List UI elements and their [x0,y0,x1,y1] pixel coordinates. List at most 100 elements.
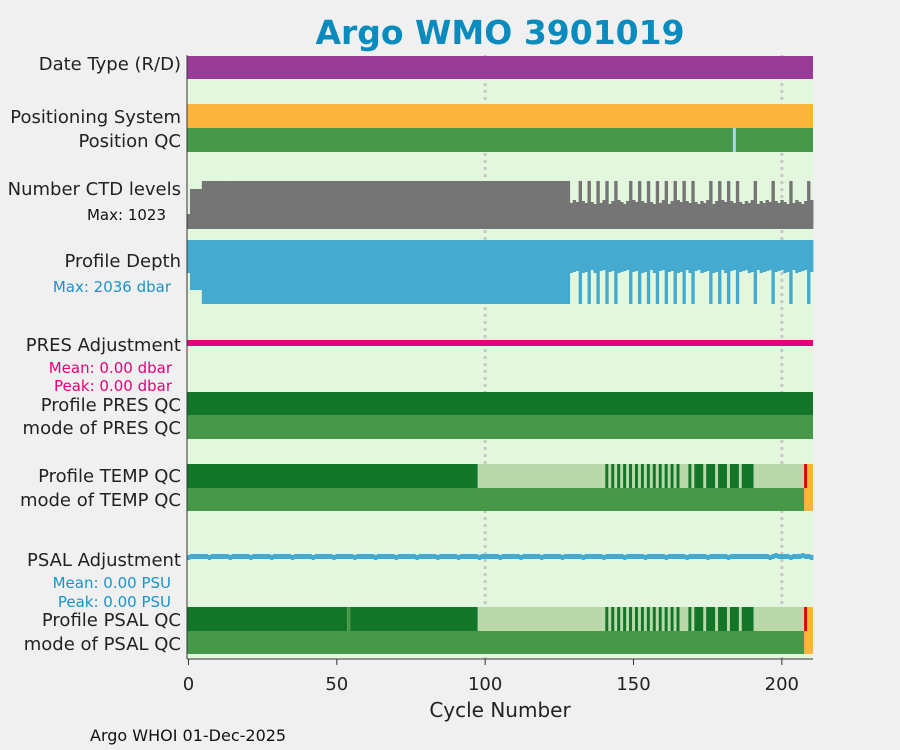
psal-adjustment-line [670,554,674,559]
psal-adjustment-line [697,554,701,559]
profile-depth-bar [620,240,624,272]
ctd-levels-bar [379,181,384,229]
label-pres-mean: Mean: 0.00 dbar [49,359,173,377]
profile-temp-qc-spike [715,464,719,488]
ctd-levels-bar [664,181,669,229]
psal-adjustment-line [454,554,458,559]
profile-depth-bar [700,240,704,273]
ctd-levels-bar [599,203,603,229]
profile-depth-bar [189,240,194,290]
psal-adjustment-line [189,554,194,559]
profile-depth-bar [771,240,775,304]
profile-depth-bar [454,240,458,304]
psal-adjustment-line [750,554,755,559]
ctd-levels-bar [768,202,772,229]
psal-adjustment-line [471,554,476,559]
psal-adjustment-line [545,554,550,559]
profile-depth-bar [192,240,197,290]
profile-depth-bar [498,240,502,304]
psal-adjustment-line [602,555,606,560]
psal-adjustment-line [682,554,686,559]
ctd-levels-bar [273,181,277,229]
profile-psal-qc-segment [688,607,754,631]
x-tick-label-0: 0 [183,674,194,695]
ctd-levels-bar [759,201,763,229]
profile-psal-qc-segment [350,607,478,631]
psal-adjustment-line [276,554,280,559]
psal-adjustment-line [780,554,784,559]
ctd-levels-bar [620,202,624,229]
ctd-levels-bar [694,202,698,229]
ctd-levels-bar [738,202,743,229]
psal-adjustment-line [424,554,428,559]
psal-adjustment-line [605,554,609,559]
psal-adjustment-line [290,555,295,560]
psal-adjustment-line [774,553,778,558]
profile-depth-bar [308,240,313,304]
profile-depth-bar [545,240,550,304]
ctd-levels-bar [311,181,315,229]
profile-depth-bar [569,240,574,273]
ctd-levels-bar [519,181,523,229]
profile-depth-bar [471,240,476,304]
profile-depth-bar [204,240,209,304]
psal-adjustment-line [735,554,740,559]
psal-adjustment-line [373,555,378,560]
profile-depth-bar [415,240,419,304]
ctd-levels-bar [712,204,716,229]
psal-adjustment-line [634,554,639,559]
profile-depth-bar [210,240,215,304]
x-tick-label-150: 150 [616,674,650,695]
psal-adjustment-line [676,554,680,559]
profile-depth-bar [658,240,663,271]
ctd-levels-bar [394,181,399,229]
ctd-levels-bar [783,202,787,229]
psal-adjustment-line [691,554,695,559]
profile-depth-bar [403,240,407,304]
ctd-levels-bar [581,201,585,229]
ctd-levels-bar [201,181,206,229]
data-bars [187,56,814,654]
psal-adjustment-line [237,554,241,559]
psal-adjustment-line [623,555,627,560]
psal-adjustment-line [646,554,651,559]
psal-adjustment-line [804,554,808,559]
profile-temp-qc-spike [703,464,707,488]
psal-adjustment-line [637,554,642,559]
profile-depth-bar [293,240,298,304]
psal-adjustment-line [709,554,713,559]
profile-temp-qc-spike [658,464,662,488]
psal-adjustment-line [347,554,351,559]
psal-adjustment-line [522,554,526,559]
psal-adjustment-line [673,554,677,559]
psal-adjustment-line [270,555,274,560]
profile-depth-bar [424,240,428,304]
profile-depth-bar [365,240,369,304]
psal-adjustment-line [308,554,313,559]
profile-depth-bar [400,240,404,304]
ctd-levels-bar [709,181,713,229]
psal-adjustment-line [341,554,345,559]
psal-adjustment-line [510,554,514,559]
profile-depth-bar [744,240,749,270]
ctd-levels-bar [611,201,615,229]
psal-adjustment-line [249,555,253,560]
psal-adjustment-line [362,554,366,559]
profile-depth-bar [762,240,766,272]
profile-psal-qc-spike [617,607,621,631]
profile-depth-bar [531,240,535,304]
ctd-levels-bar [335,181,339,229]
profile-depth-bar [222,240,226,304]
label-psal-adjustment: PSAL Adjustment [27,550,181,571]
psal-adjustment-line [632,554,636,559]
profile-depth-bar [632,240,636,272]
profile-depth-bar [637,240,642,304]
ctd-levels-bar [192,189,197,229]
date-type-bar [187,56,813,79]
profile-depth-bar [810,240,814,272]
psal-adjustment-line [195,554,200,559]
ctd-levels-bar [507,181,511,229]
psal-adjustment-line [643,555,648,560]
profile-depth-bar [706,240,710,271]
